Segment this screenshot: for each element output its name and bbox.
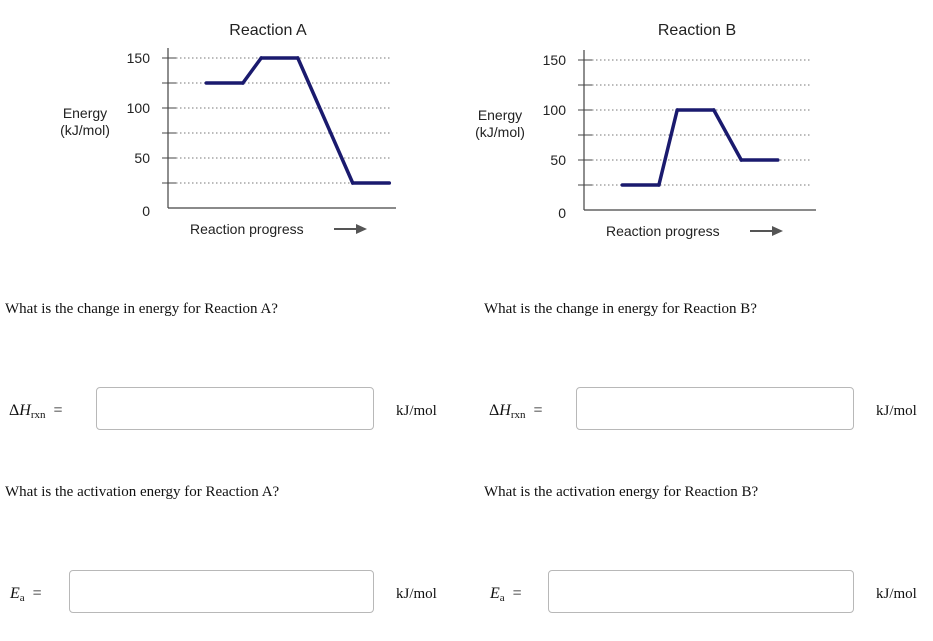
chart-b-y-tick-label: 0: [558, 205, 566, 221]
chart-b-y-tick-label: 150: [543, 52, 567, 68]
unit-label: kJ/mol: [876, 403, 917, 419]
h-symbol: H: [499, 402, 511, 419]
ea-input-a[interactable]: [69, 570, 374, 613]
chart-b-y-axis-label: (kJ/mol): [475, 124, 525, 140]
chart-b-title: Reaction B: [658, 22, 736, 39]
chart-a-y-tick-label: 50: [134, 150, 150, 166]
chart-b-y-tick-label: 100: [543, 102, 567, 118]
unit-label: kJ/mol: [396, 403, 437, 419]
question-change-b: What is the change in energy for Reactio…: [484, 301, 757, 317]
reaction-b-chart: Reaction B 0 50 100 150 Energy(kJ/mol) Reactio…: [475, 22, 816, 239]
unit-label: kJ/mol: [396, 586, 437, 602]
chart-a-title: Reaction A: [229, 22, 307, 39]
ea-input-b[interactable]: [548, 570, 854, 613]
chart-a-energy-segment: [241, 56, 263, 85]
equals-sign: =: [533, 402, 543, 419]
rxn-subscript: rxn: [30, 409, 46, 421]
chart-a-energy-segment: [296, 56, 355, 185]
e-symbol: E: [490, 585, 500, 602]
chart-b-y-axis-label: Energy: [478, 107, 522, 123]
chart-a-y-tick-label: 100: [127, 100, 151, 116]
unit-label: kJ/mol: [876, 586, 917, 602]
h-symbol: H: [19, 402, 31, 419]
chart-b-x-axis-label: Reaction progress: [606, 223, 720, 239]
delta-h-rxn-label-a: ΔHrxn =: [9, 402, 63, 421]
delta-h-input-b[interactable]: [576, 387, 854, 430]
chart-a-arrow-head: [356, 224, 367, 234]
reaction-a-chart: Reaction A 0 50 100 150 Energy(kJ/mol) Reactio…: [60, 22, 396, 237]
delta-h-input-a[interactable]: [96, 387, 374, 430]
chart-a-y-tick-label: 150: [127, 50, 151, 66]
chart-b-energy-segment: [712, 108, 743, 162]
delta-symbol: Δ: [9, 402, 20, 419]
delta-symbol: Δ: [489, 402, 500, 419]
chart-b-energy-segment: [657, 108, 679, 187]
question-change-a: What is the change in energy for Reactio…: [5, 301, 278, 317]
chart-b-y-tick-label: 50: [550, 152, 566, 168]
e-symbol: E: [10, 585, 20, 602]
chart-a-y-axis-label: Energy: [63, 105, 107, 121]
ea-label-a: Ea =: [10, 585, 42, 604]
ea-label-b: Ea =: [490, 585, 522, 604]
chart-b-arrow-head: [772, 226, 783, 236]
a-subscript: a: [19, 592, 25, 604]
chart-a-y-tick-label: 0: [142, 203, 150, 219]
equals-sign: =: [53, 402, 63, 419]
equals-sign: =: [32, 585, 42, 602]
chart-a-x-axis-label: Reaction progress: [190, 221, 304, 237]
equals-sign: =: [512, 585, 522, 602]
rxn-subscript: rxn: [510, 409, 526, 421]
a-subscript: a: [499, 592, 505, 604]
question-activation-a: What is the activation energy for Reacti…: [5, 484, 280, 500]
delta-h-rxn-label-b: ΔHrxn =: [489, 402, 543, 421]
chart-a-y-axis-label: (kJ/mol): [60, 122, 110, 138]
question-activation-b: What is the activation energy for Reacti…: [484, 484, 759, 500]
